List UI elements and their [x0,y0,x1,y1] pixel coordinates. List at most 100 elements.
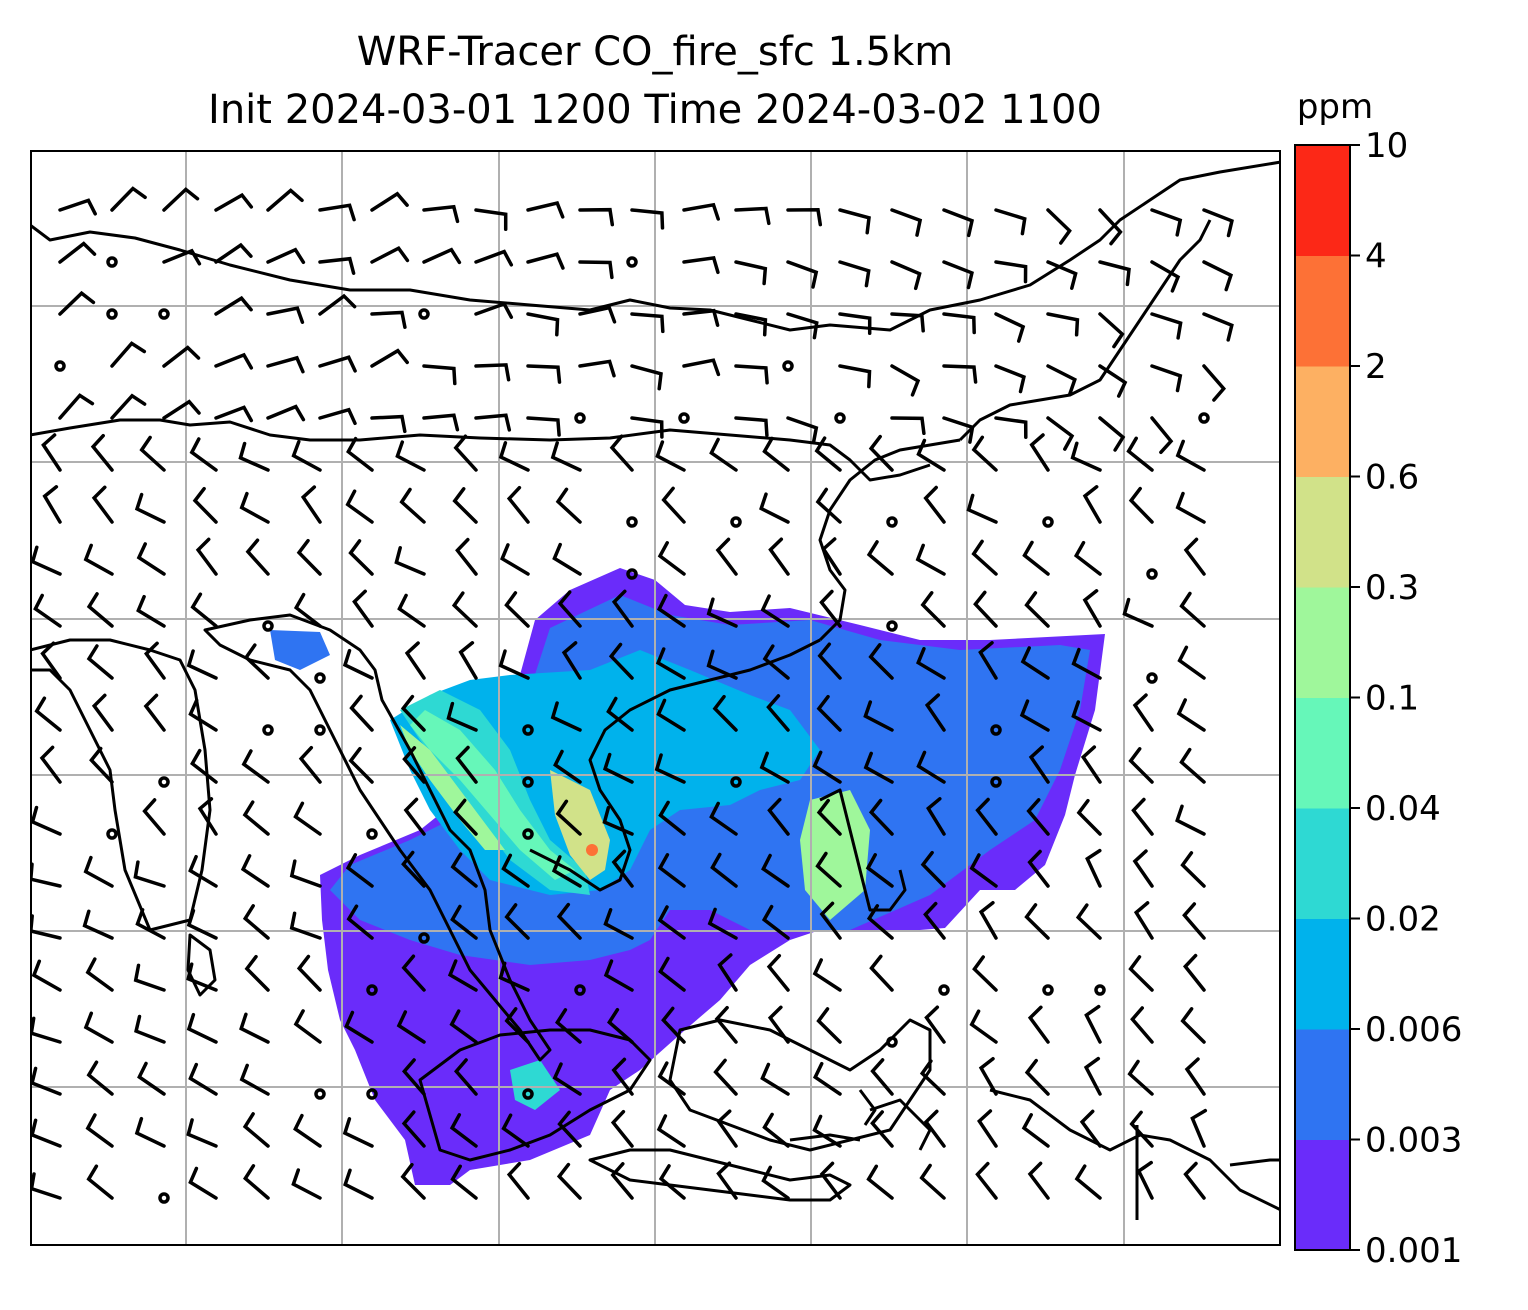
wind-barb [30,914,62,940]
calm-wind-marker [522,828,534,840]
wind-barb [504,903,530,940]
wind-barb [91,693,114,732]
calm-wind-marker [1094,984,1106,996]
wind-barb [1202,364,1227,402]
calm-wind-marker [366,984,378,996]
wind-barb [868,798,894,836]
wind-barb [1079,1109,1102,1148]
wind-barb [137,1061,166,1096]
wind-barb [162,345,201,368]
colorbar-tick-label: 10 [1365,126,1408,166]
wind-barb [767,797,790,836]
calm-wind-marker [522,776,534,788]
calm-wind-marker [678,412,690,424]
wind-barb [30,1172,62,1200]
wind-barb [1026,798,1050,836]
colorbar-tick-label: 0.001 [1365,1231,1462,1271]
colorbar-segment [1295,476,1350,588]
wind-barb [557,1110,582,1148]
wind-barb [1132,693,1154,732]
wind-barb [654,753,686,784]
wind-barb [370,414,407,434]
wind-barb [550,441,582,472]
colorbar-segment [1295,145,1350,256]
wind-barb [501,1113,530,1148]
shade-level-6 [400,725,505,850]
calm-wind-marker [262,724,274,736]
wind-barb [474,301,514,319]
wind-barb [975,1161,998,1200]
wind-barb [449,1113,478,1148]
wind-barb [446,701,478,732]
wind-barb [630,364,663,391]
colorbar-tick-label: 0.04 [1365,789,1441,829]
shade-level-5 [410,710,575,880]
wind-barb [33,593,62,628]
colorbar-tick-label: 0.1 [1365,679,1419,719]
wind-barb [192,486,218,524]
wind-barbs [30,186,1234,1204]
wind-barb [1128,955,1154,992]
wind-barb [706,649,738,680]
wind-barb [556,1162,582,1200]
wind-barb [195,537,218,576]
wind-barb [404,641,426,680]
wind-barb [1021,1113,1050,1148]
wind-barb [136,594,166,628]
wind-barb [786,208,823,227]
wind-barb [926,797,946,836]
calm-wind-marker [522,724,534,736]
wind-barb [553,749,582,784]
wind-barb [58,241,97,264]
wind-barb [1150,208,1183,237]
calm-wind-marker [314,724,326,736]
wind-barb [607,1007,634,1044]
wind-barb [821,537,842,576]
wind-barb [712,694,738,732]
wind-barb [656,1114,686,1148]
wind-barb [768,537,790,576]
wind-barb [561,641,582,680]
wind-barb [978,1056,998,1096]
calm-wind-marker [1146,672,1158,684]
wind-barb [1074,1164,1102,1200]
calm-wind-marker [730,516,742,528]
wind-barb [188,1062,218,1096]
wind-barb [578,359,616,378]
wind-barb [238,441,270,472]
wind-barb [1027,1161,1050,1200]
wind-barb [188,698,218,732]
wind-barb [972,955,998,992]
wind-barb [682,255,720,275]
wind-barb [715,537,738,576]
wind-barb [241,749,270,784]
wind-barb [710,852,738,888]
wind-barb [868,434,894,472]
wind-barb [658,800,686,836]
calm-wind-marker [366,828,378,840]
wind-barb [760,1062,790,1096]
colorbar-segment [1295,697,1350,809]
wind-barb [85,1113,114,1148]
wind-barb [916,438,946,472]
wind-barb [923,485,946,524]
wind-barb [296,954,322,992]
wind-barb [924,1005,946,1044]
wind-barb [41,433,62,472]
wind-barb [994,364,1026,394]
wind-barb [1150,260,1181,293]
wind-barb [1071,647,1102,680]
wind-barb [348,539,374,576]
calm-wind-marker [574,984,586,996]
wind-barb [90,433,114,472]
wind-barb [401,954,426,992]
wind-barb [133,860,166,888]
wind-barb [942,364,978,384]
wind-barb [865,853,894,888]
wind-barb [1176,698,1206,732]
wind-barb [552,542,582,576]
wind-barb [557,590,582,628]
wind-barb [1029,433,1050,472]
wind-barb [1020,646,1050,680]
colorbar-segment [1295,808,1350,919]
